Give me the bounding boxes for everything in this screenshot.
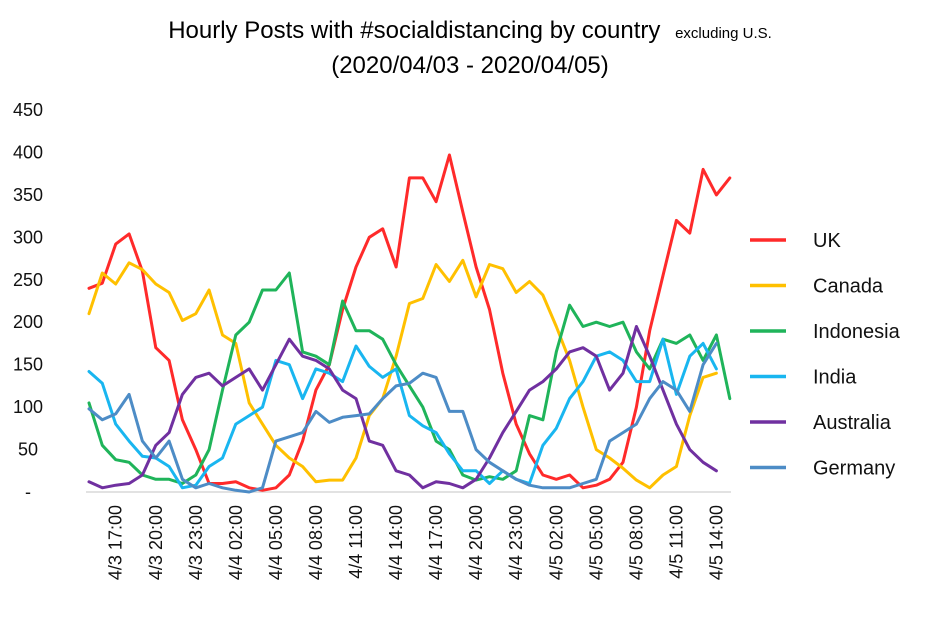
series-line-germany [87,341,718,494]
chart-title: Hourly Posts with #socialdistancing by c… [168,17,772,44]
x-tick-label: 4/4 17:00 [426,505,446,580]
series-line-uk [87,153,732,492]
x-tick-label: 4/5 05:00 [586,505,606,580]
chart-title-suffix: excluding U.S. [675,25,772,42]
legend-label: Germany [813,458,895,480]
y-tick-label: 150 [13,355,43,375]
y-tick-label: 300 [13,227,43,247]
series-lines [87,153,732,494]
y-tick-label: - [25,482,31,502]
legend-label: Australia [813,412,892,434]
x-tick-label: 4/5 02:00 [546,505,566,580]
x-tick-label: 4/5 08:00 [626,505,646,580]
y-tick-label: 450 [13,100,43,120]
x-tick-label: 4/4 20:00 [466,505,486,580]
y-tick-label: 50 [18,440,38,460]
chart-title-main: Hourly Posts with #socialdistancing by c… [168,17,660,44]
y-tick-label: 200 [13,312,43,332]
x-tick-label: 4/4 05:00 [266,505,286,580]
x-tick-label: 4/4 14:00 [386,505,406,580]
y-tick-label: 100 [13,397,43,417]
legend-label: Canada [813,276,884,298]
x-tick-label: 4/5 11:00 [666,505,686,579]
x-tick-label: 4/4 02:00 [226,505,246,580]
y-axis-ticks: - 50 100 150 200 250 300 350 400 450 [13,100,43,502]
legend-label: UK [813,230,841,252]
x-axis-ticks: 4/3 17:00 4/3 20:00 4/3 23:00 4/4 02:00 4/4 … [106,505,727,580]
series-line-canada [87,258,718,490]
x-tick-label: 4/3 20:00 [146,505,166,580]
legend: UK Canada Indonesia India Australia Germany [750,230,901,480]
x-tick-label: 4/5 14:00 [706,505,726,580]
y-tick-label: 350 [13,185,43,205]
series-line-australia [87,325,718,490]
series-line-indonesia [87,271,732,485]
x-tick-label: 4/3 17:00 [106,505,126,580]
legend-label: Indonesia [813,321,901,343]
x-tick-label: 4/4 08:00 [306,505,326,580]
y-tick-label: 400 [13,142,43,162]
x-tick-label: 4/3 23:00 [186,505,206,580]
chart-subtitle: (2020/04/03 - 2020/04/05) [331,52,609,79]
x-tick-label: 4/4 11:00 [346,505,366,579]
legend-label: India [813,367,857,389]
x-tick-label: 4/4 23:00 [506,505,526,580]
y-tick-label: 250 [13,270,43,290]
